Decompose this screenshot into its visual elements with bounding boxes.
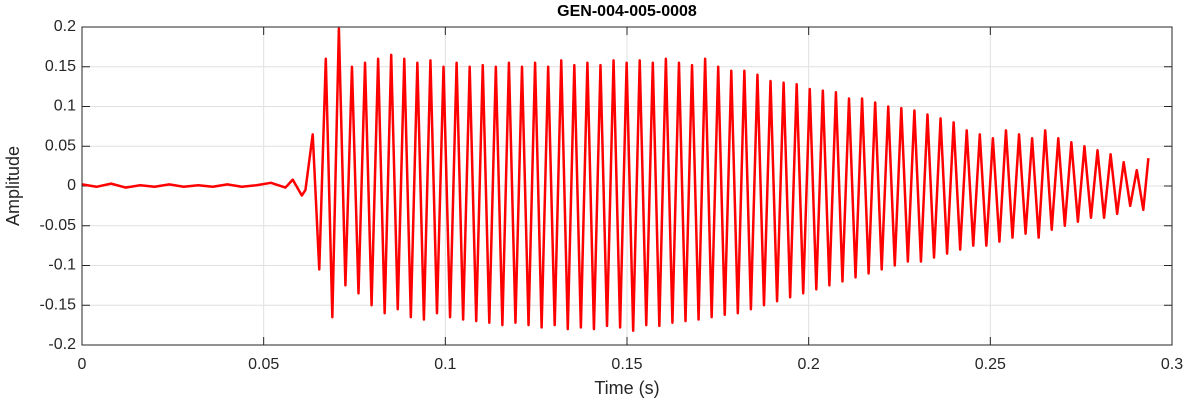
y-tick-label: 0.15 [45,58,76,75]
y-tick-label: -0.05 [40,217,77,234]
x-tick-label: 0.3 [1161,356,1183,373]
y-tick-label: 0.05 [45,137,76,154]
x-tick-label: 0.15 [611,356,642,373]
x-tick-label: 0.25 [975,356,1006,373]
y-axis-label: Amplitude [3,146,23,226]
x-tick-label: 0 [78,356,87,373]
y-tick-label: -0.1 [48,257,76,274]
x-tick-label: 0.2 [798,356,820,373]
x-axis-label: Time (s) [594,378,659,398]
y-tick-label: 0 [67,177,76,194]
x-tick-label: 0.05 [248,356,279,373]
waveform-line [81,27,1150,332]
y-tick-label: 0.1 [54,98,76,115]
y-tick-label: -0.15 [40,296,77,313]
y-tick-label: 0.2 [54,18,76,35]
x-tick-label: 0.1 [434,356,456,373]
y-tick-label: -0.2 [48,336,76,353]
plot-frame [81,26,1173,346]
chart-title: GEN-004-005-0008 [557,3,697,20]
